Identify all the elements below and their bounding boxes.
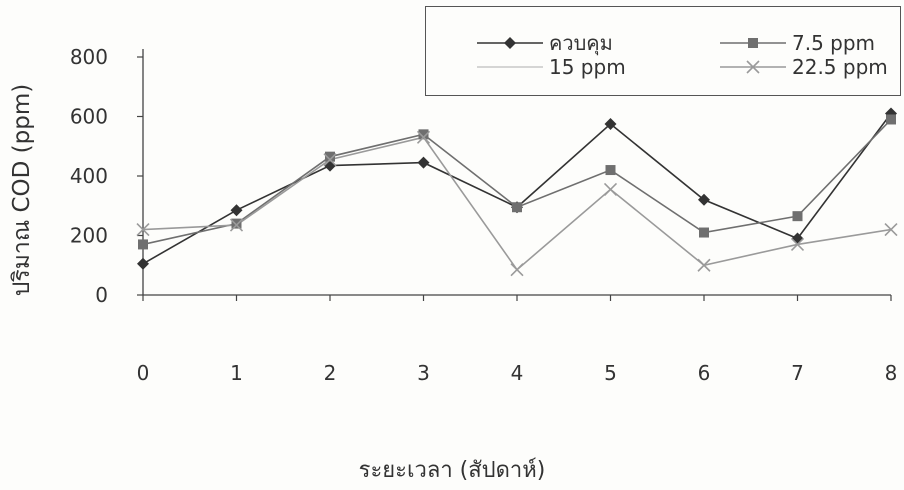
data-point-0 [137,257,149,270]
x-tick-label: 4 [511,361,524,385]
legend-label-7-5ppm: 7.5 ppm [792,31,876,55]
x-tick-labels: 0 1 2 3 4 5 6 7 8 [137,361,898,385]
data-point-1 [138,239,148,250]
series-line-0 [142,113,892,265]
x-tick-label: 3 [417,361,430,385]
series-lines [142,113,892,271]
y-tick-label: 600 [70,105,108,129]
data-point-0 [230,204,243,217]
y-axis-label-container: ปริมาณ COD (ppm) [2,70,42,310]
x-tick-label: 8 [885,361,898,385]
chart-axes [137,49,892,301]
data-point-3 [416,130,431,144]
y-tick-label: 200 [70,224,108,248]
data-point-1 [886,114,896,125]
chart-legend: ควบคุม 7.5 ppm 15 ppm 22.5 ppm [425,6,901,96]
legend-marker [504,37,516,49]
legend-swatch-22-5ppm [720,60,786,74]
data-point-3 [229,218,244,232]
x-tick-label: 0 [137,361,150,385]
data-point-0 [417,156,430,169]
data-point-0 [791,232,804,245]
series-line-1 [142,118,892,246]
y-axis-label: ปริมาณ COD (ppm) [9,83,35,297]
y-tick-labels: 0 200 400 600 800 [70,45,108,307]
legend-label-control: ควบคุม [549,31,613,55]
data-point-1 [512,202,522,213]
data-point-1 [231,218,242,229]
y-tick-label: 800 [70,45,108,69]
data-point-3 [136,222,150,237]
data-point-3 [697,258,711,272]
data-point-1 [325,151,335,162]
legend-swatch-control [477,37,543,49]
data-point-3 [884,222,898,237]
data-point-0 [604,117,617,130]
x-tick-label: 5 [604,361,617,385]
legend-item-control: ควบคุม [473,31,653,55]
legend-item-7-5ppm: 7.5 ppm [716,31,896,55]
legend-marker [748,38,758,48]
x-tick-label: 6 [698,361,711,385]
x-tick-label: 2 [324,361,337,385]
legend-swatch-15ppm [477,66,543,68]
y-tick-label: 0 [95,283,108,307]
legend-marker [746,60,760,74]
data-point-1 [418,129,429,140]
data-point-1 [699,227,709,238]
data-point-1 [792,211,803,222]
x-axis-label: ระยะเวลา (สัปดาห์) [358,458,546,483]
legend-item-22-5ppm: 22.5 ppm [716,55,896,79]
legend-label-15ppm: 15 ppm [549,55,626,79]
x-tick-label: 1 [230,361,243,385]
y-tick-label: 400 [70,164,108,188]
data-point-3 [510,263,524,277]
x-tick-label: 7 [791,361,804,385]
series-markers [136,107,898,277]
data-point-1 [605,165,616,176]
legend-swatch-7-5ppm [720,38,786,48]
legend-item-15ppm: 15 ppm [473,55,653,79]
data-point-3 [323,153,337,167]
legend-label-22-5ppm: 22.5 ppm [792,55,888,79]
data-point-3 [790,237,805,251]
data-point-0 [698,193,710,206]
data-point-3 [603,182,618,196]
